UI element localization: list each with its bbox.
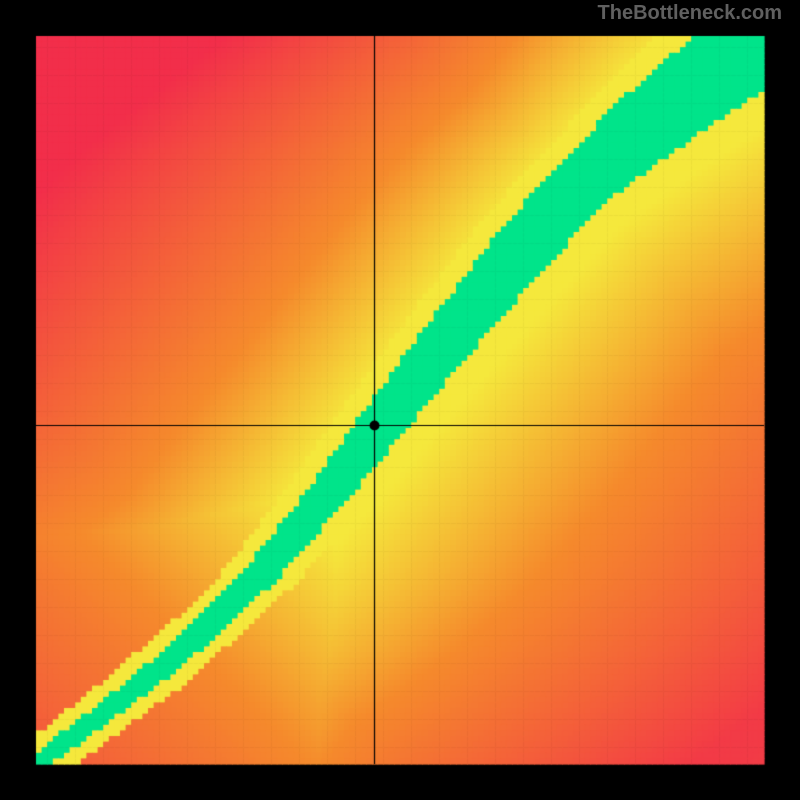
bottleneck-heatmap (0, 0, 800, 800)
chart-container: TheBottleneck.com (0, 0, 800, 800)
watermark-text: TheBottleneck.com (598, 2, 782, 25)
